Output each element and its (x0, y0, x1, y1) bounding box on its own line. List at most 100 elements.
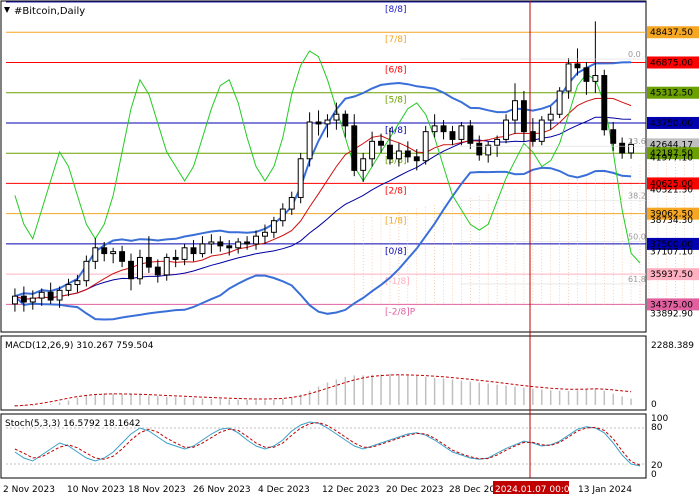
stoch-panel-frame (0, 413, 647, 479)
price-tag (647, 237, 699, 250)
price-tag-label: 40321.30 (650, 185, 693, 195)
candle-body (592, 75, 599, 82)
price-tag-label: 37500.00 (650, 240, 693, 250)
candle-body (512, 100, 518, 121)
candle-body (217, 241, 224, 247)
candle-body (503, 119, 510, 140)
price-tag (647, 177, 699, 190)
candle-body (547, 113, 554, 121)
candle-body (29, 297, 36, 303)
candle-body (619, 142, 626, 154)
macd-panel-frame (0, 335, 647, 411)
price-tag-label: 38734.30 (650, 216, 693, 226)
ichimoku-cloud (353, 154, 694, 306)
price-tag-label: 34375.00 (650, 300, 693, 310)
candle-body (324, 119, 331, 125)
candle-body (440, 125, 447, 133)
candle-body (467, 125, 474, 144)
moving-average (14, 97, 632, 300)
candle-body (119, 251, 126, 262)
candle-body (395, 150, 402, 160)
candle-body (306, 121, 313, 160)
main-chart-title: #Bitcoin,Daily (14, 6, 85, 17)
candle-body (172, 256, 179, 260)
stochastic-plot (6, 421, 646, 467)
candle-body (101, 247, 108, 255)
time-tick-label: 10 Nov 2023 (67, 485, 125, 495)
candle-body (244, 241, 251, 245)
fib-label: 50.0 (628, 233, 646, 242)
rsi-overlay (14, 50, 641, 264)
murrey-label: [-1/8] (385, 277, 410, 287)
time-tick-label: 2024.01.07 00:00 (495, 485, 576, 495)
murrey-label: [1/8] (385, 217, 407, 227)
candle-body (270, 220, 277, 233)
candle-body (485, 144, 492, 156)
stoch-title: Stoch(5,3,3) 16.5792 18.1642 (5, 419, 140, 429)
time-axis: 2 Nov 2023 10 Nov 2023 18 Nov 2023 26 Nov 2… (3, 481, 632, 495)
candle-body (431, 125, 438, 133)
price-tag-label: 48437.50 (650, 28, 693, 38)
candle-body (262, 231, 268, 237)
fib-label: 61.8 (628, 275, 646, 284)
candle-body (226, 245, 233, 249)
price-tag (647, 298, 699, 311)
price-tag (647, 268, 699, 281)
candle-body (145, 256, 152, 268)
murrey-label: [8/8] (385, 5, 407, 15)
candle-body (74, 280, 81, 286)
candle-body (520, 100, 527, 133)
price-tag-label: 45312.50 (650, 89, 693, 99)
candle-body (601, 75, 608, 131)
candle-body (387, 144, 393, 160)
candle-body (449, 131, 456, 140)
candle-body (47, 291, 54, 301)
price-tag-label: 41977.10 (650, 153, 693, 163)
candle-body (458, 125, 465, 140)
candle-body (235, 241, 242, 249)
candle-body (494, 138, 501, 146)
candle-body (136, 256, 143, 280)
fib-label: 0.0 (628, 50, 641, 59)
candle-body (360, 158, 367, 171)
murrey-label: [6/8] (385, 65, 407, 75)
time-tick-label: 26 Nov 2023 (193, 485, 251, 495)
candle-body (378, 140, 384, 146)
candle-body (628, 143, 635, 154)
candle-body (288, 196, 295, 210)
murrey-levels: [8/8] [7/8] [6/8] [5/8] [4/8] [3/8] [2/8] [1/8]… (6, 1, 646, 317)
price-tag-label: 33892.90 (650, 310, 693, 320)
candle-body (56, 289, 63, 301)
murrey-label: [-2/8]P (385, 307, 416, 317)
price-tag (647, 56, 699, 69)
murrey-label: [7/8] (385, 35, 407, 45)
collapse-triangle-icon[interactable] (4, 7, 10, 13)
murrey-label: [0/8] (385, 247, 407, 257)
candle-body (199, 243, 206, 255)
murrey-label: [4/8] (385, 126, 407, 136)
candle-body (190, 247, 197, 255)
time-tick-label: 2 Nov 2023 (3, 485, 55, 495)
candle-body (315, 121, 322, 125)
candle-body (181, 247, 188, 260)
main-title-group: #Bitcoin,Daily (4, 6, 85, 17)
stoch-axis-80: 80 (651, 423, 663, 433)
candle-body (38, 291, 45, 299)
candle-body (556, 90, 563, 115)
price-axis: 48437.50 46875.00 45312.50 43750.00 42644.17… (647, 26, 699, 320)
price-indicators (14, 50, 641, 321)
murrey-label: [5/8] (385, 96, 407, 106)
time-tick-label: 28 Dec 2023 (449, 485, 507, 495)
candle-body (11, 295, 18, 305)
price-tag-label: 40625.00 (650, 179, 693, 189)
candle-body (583, 67, 590, 82)
price-tag (647, 26, 699, 39)
time-tick-label: 12 Dec 2023 (322, 485, 380, 495)
candle-body (279, 208, 286, 222)
candle-body (208, 241, 215, 245)
candle-body (422, 131, 429, 162)
price-tag-label: 46875.00 (650, 58, 693, 68)
crosshair-date-tag (493, 481, 569, 494)
